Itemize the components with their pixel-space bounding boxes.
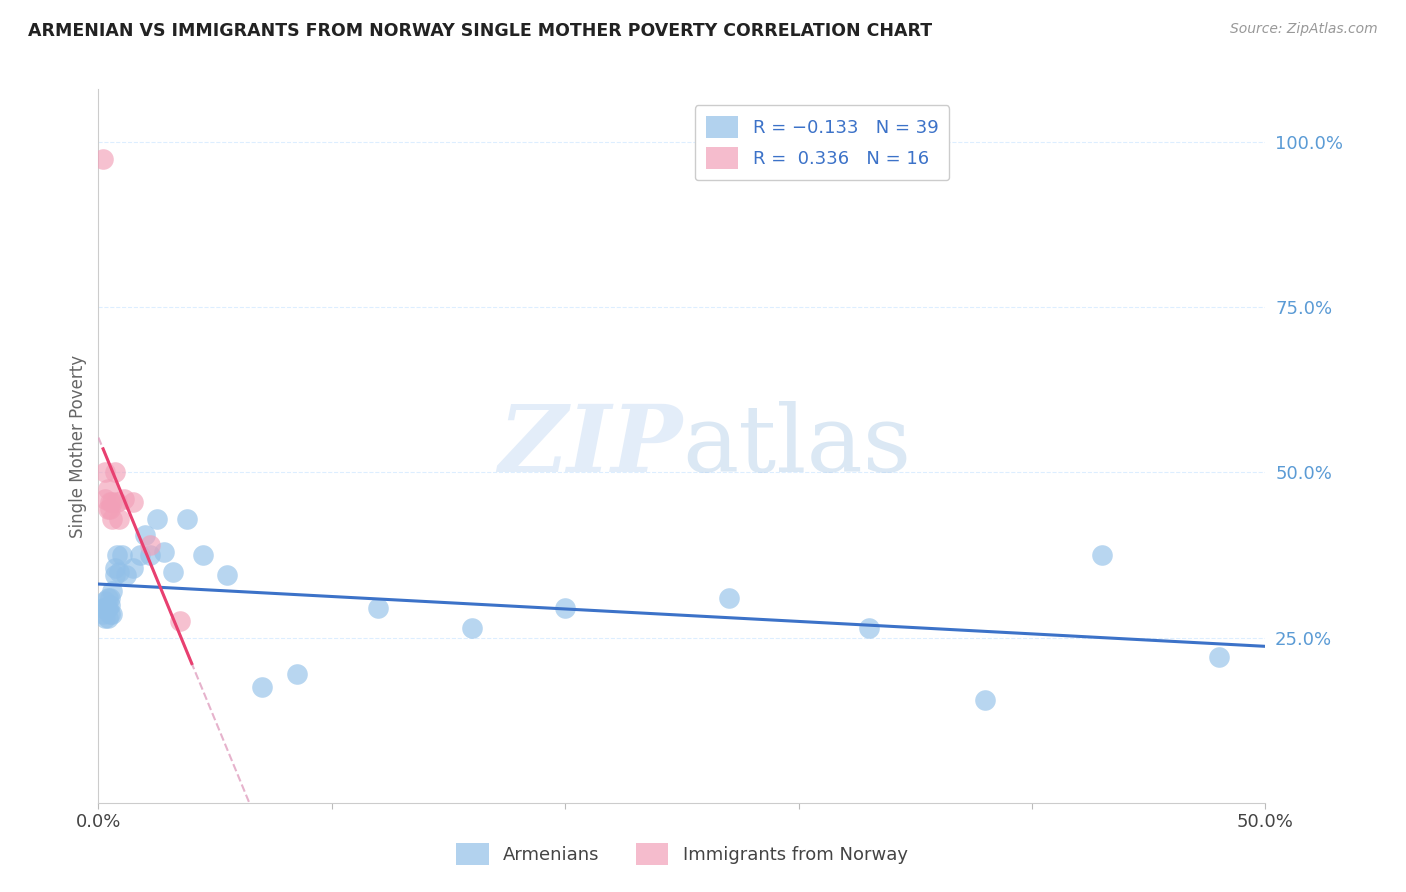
- Legend: Armenians, Immigrants from Norway: Armenians, Immigrants from Norway: [449, 836, 915, 872]
- Point: [97, 482, 120, 496]
- Point: [97, 501, 120, 516]
- Point: [94, 611, 117, 625]
- Point: [105, 548, 128, 562]
- Point: [94, 491, 117, 506]
- Point: [108, 565, 131, 579]
- Point: [101, 607, 124, 622]
- Point: [139, 538, 162, 552]
- Point: [461, 621, 484, 635]
- Point: [367, 600, 389, 615]
- Point: [98, 501, 121, 516]
- Text: ARMENIAN VS IMMIGRANTS FROM NORWAY SINGLE MOTHER POVERTY CORRELATION CHART: ARMENIAN VS IMMIGRANTS FROM NORWAY SINGL…: [28, 22, 932, 40]
- Point: [104, 561, 127, 575]
- Point: [104, 466, 127, 480]
- Point: [94, 600, 117, 615]
- Point: [554, 600, 576, 615]
- Point: [129, 548, 152, 562]
- Point: [98, 495, 121, 509]
- Point: [858, 621, 880, 635]
- Point: [122, 495, 145, 509]
- Point: [146, 511, 169, 525]
- Point: [1208, 650, 1230, 665]
- Point: [91, 607, 114, 622]
- Point: [108, 511, 131, 525]
- Point: [169, 614, 191, 628]
- Point: [162, 565, 184, 579]
- Point: [101, 511, 124, 525]
- Point: [215, 567, 238, 582]
- Point: [176, 511, 198, 525]
- Point: [97, 611, 120, 625]
- Point: [101, 495, 124, 509]
- Point: [94, 594, 117, 608]
- Point: [1091, 548, 1114, 562]
- Point: [122, 561, 145, 575]
- Point: [193, 548, 215, 562]
- Point: [250, 680, 273, 694]
- Point: [97, 600, 120, 615]
- Point: [91, 600, 114, 615]
- Point: [717, 591, 740, 605]
- Point: [98, 598, 121, 612]
- Point: [98, 591, 121, 605]
- Point: [98, 607, 121, 622]
- Point: [91, 152, 114, 166]
- Point: [97, 591, 120, 605]
- Text: Source: ZipAtlas.com: Source: ZipAtlas.com: [1230, 22, 1378, 37]
- Text: ZIP: ZIP: [498, 401, 682, 491]
- Point: [101, 584, 124, 599]
- Point: [112, 491, 135, 506]
- Y-axis label: Single Mother Poverty: Single Mother Poverty: [69, 354, 87, 538]
- Point: [115, 567, 138, 582]
- Point: [105, 495, 128, 509]
- Point: [974, 693, 997, 707]
- Point: [134, 528, 156, 542]
- Point: [104, 567, 127, 582]
- Text: atlas: atlas: [682, 401, 911, 491]
- Point: [285, 667, 308, 681]
- Point: [111, 548, 134, 562]
- Point: [152, 545, 174, 559]
- Point: [139, 548, 162, 562]
- Point: [94, 466, 117, 480]
